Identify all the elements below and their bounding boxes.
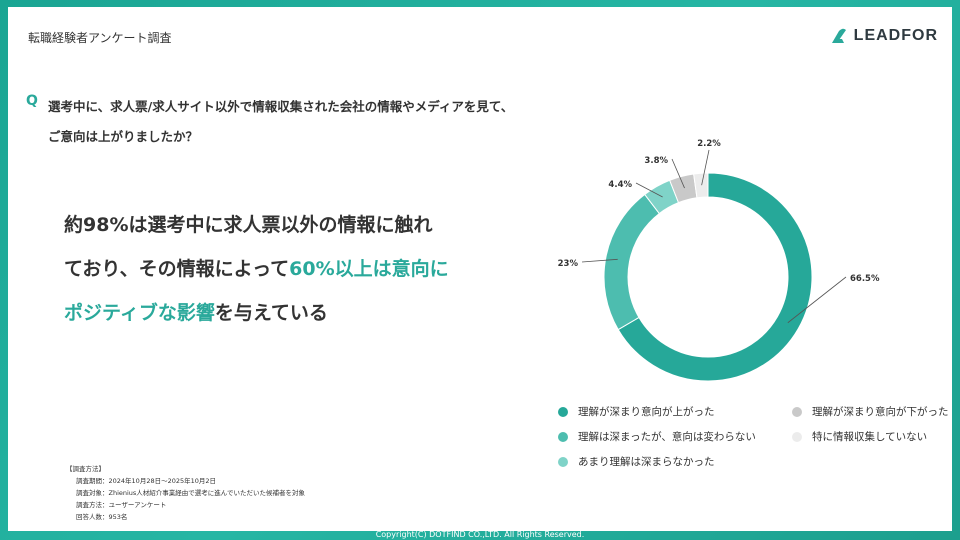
method-row-1: 調査対象：Zhienius人材紹介事業経由で選考に進んでいただいた候補者を対象 <box>76 489 305 497</box>
legend-dot-3 <box>792 431 802 442</box>
leader-line-0 <box>787 276 847 324</box>
headline-line-3-highlight: ポジティブな影響 <box>64 302 215 324</box>
method-row-0: 調査期間：2024年10月28日～2025年10月2日 <box>76 477 217 485</box>
method-row-2: 調査方法：ユーザーアンケート <box>76 501 167 509</box>
legend-item-0: 理解が深まり意向が上がった <box>558 404 715 419</box>
donut-slice-4 <box>693 172 709 199</box>
donut-slice-0 <box>617 172 813 382</box>
copyright: Copyright(C) DOTFIND CO.,LTD. All Rights… <box>375 530 585 539</box>
headline: 約98%は選考中に求人票以外の情報に触れ ており、その情報によって60%以上は意… <box>64 203 514 335</box>
leaf-logo-icon <box>831 28 846 43</box>
data-label-3: 3.8% <box>644 156 668 166</box>
survey-method: 【調査方法】 調査期間：2024年10月28日～2025年10月2日 調査対象：… <box>66 463 305 523</box>
legend-dot-2 <box>558 431 568 442</box>
leader-line-3 <box>671 158 685 189</box>
legend-label-4: あまり理解は深まらなかった <box>578 456 715 468</box>
leader-line-4 <box>701 149 710 186</box>
survey-title: 転職経験者アンケート調査 <box>28 31 172 45</box>
brand-logo: LEADFOR <box>830 27 938 45</box>
question-line-1: 選考中に、求人票/求人サイト以外で情報収集された会社の情報やメディアを見て、 <box>48 99 514 114</box>
legend-label-2: 理解は深まったが、意向は変わらない <box>578 431 756 443</box>
logo-text: LEADFOR <box>853 27 938 44</box>
legend-dot-0 <box>558 406 568 417</box>
method-title: 【調査方法】 <box>66 465 105 473</box>
headline-line-3-plain: を与えている <box>214 302 328 324</box>
data-label-1: 23% <box>558 259 579 269</box>
headline-line-2-plain: ており、その情報によって <box>64 258 290 280</box>
legend-dot-4 <box>558 456 568 467</box>
headline-line-1: 約98%は選考中に求人票以外の情報に触れ <box>64 214 433 236</box>
data-label-0: 66.5% <box>850 274 880 284</box>
leader-line-1 <box>581 258 618 263</box>
legend-label-3: 特に情報収集していない <box>812 431 928 443</box>
legend-item-4: あまり理解は深まらなかった <box>558 454 715 469</box>
method-row-3: 回答人数：953名 <box>76 513 128 521</box>
headline-line-2: ており、その情報によって60%以上は意向に <box>64 247 514 291</box>
donut-slice-1 <box>603 193 661 331</box>
question-text: 選考中に、求人票/求人サイト以外で情報収集された会社の情報やメディアを見て、 ご… <box>48 92 608 152</box>
leader-line-2 <box>635 182 663 198</box>
headline-line-2-highlight: 60%以上は意向に <box>289 258 449 280</box>
question-mark-label: Q <box>26 93 38 109</box>
legend-dot-1 <box>792 406 802 417</box>
question-line-2: ご意向は上がりましたか？ <box>48 129 199 144</box>
data-label-4: 2.2% <box>697 139 721 149</box>
legend-item-1: 理解が深まり意向が下がった <box>792 404 949 419</box>
legend-item-3: 特に情報収集していない <box>792 429 927 444</box>
donut-chart: 66.5% 23% 4.4% 3.8% 2.2% <box>558 139 880 382</box>
legend-label-1: 理解が深まり意向が下がった <box>812 406 949 418</box>
legend-label-0: 理解が深まり意向が上がった <box>578 406 715 418</box>
headline-line-3: ポジティブな影響を与えている <box>64 291 514 335</box>
legend-item-2: 理解は深まったが、意向は変わらない <box>558 429 756 444</box>
slide: 転職経験者アンケート調査 LEADFOR Q 選考中に、求人票/求人サイト以外で… <box>8 7 952 531</box>
data-label-2: 4.4% <box>608 180 632 190</box>
